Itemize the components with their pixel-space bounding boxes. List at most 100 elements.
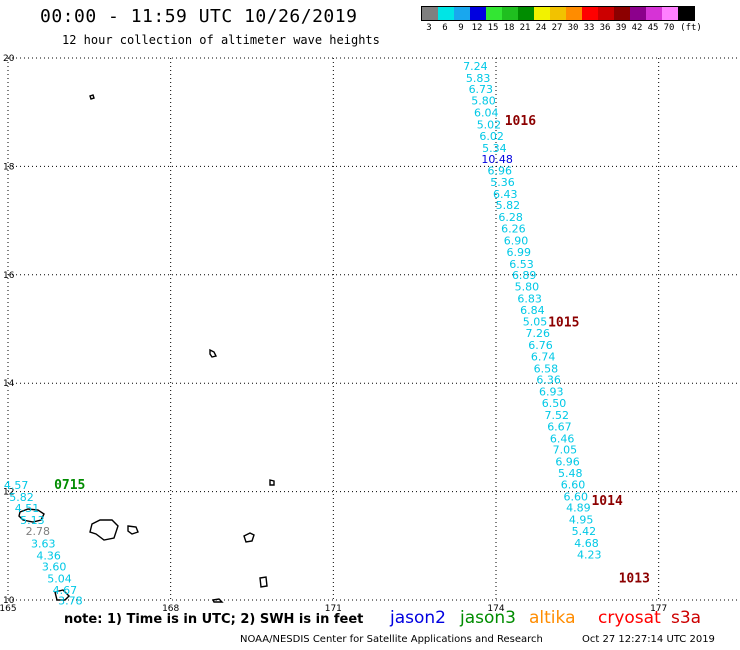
- swh-value: 4.89: [566, 502, 591, 515]
- legend-label: 33: [583, 23, 595, 33]
- legend-swatch: [582, 7, 598, 20]
- swh-value: 6.43: [493, 188, 518, 201]
- swh-value: 6.76: [528, 339, 553, 352]
- legend-label: 39: [615, 23, 627, 33]
- swh-value: 6.02: [479, 130, 504, 143]
- swh-value: 6.89: [512, 269, 537, 282]
- swh-value: 7.05: [553, 444, 578, 457]
- legend-swatch: [454, 7, 470, 20]
- lon-tick-label: 174: [487, 604, 504, 614]
- lat-tick-label: 14: [3, 379, 15, 389]
- pass-time-label: 1014: [591, 494, 622, 509]
- island-outline: [89, 519, 119, 541]
- swh-value: 5.48: [558, 467, 583, 480]
- swh-value: 7.52: [544, 409, 569, 422]
- legend-label: 45: [647, 23, 659, 33]
- legend-swatch: [470, 7, 486, 20]
- legend-swatch: [550, 7, 566, 20]
- map-subtitle: 12 hour collection of altimeter wave hei…: [62, 33, 380, 47]
- swh-value: 4.67: [53, 584, 78, 597]
- swh-value: 3.60: [42, 561, 67, 574]
- legend-swatch: [518, 7, 534, 20]
- swh-value: 4.57: [4, 479, 29, 492]
- swh-value: 10.48: [481, 153, 513, 166]
- swh-value: 4.95: [569, 514, 594, 527]
- swh-value: 4.68: [574, 537, 599, 550]
- island-outline: [211, 598, 224, 603]
- pass-time-label: 1013: [619, 572, 650, 587]
- swh-value: 6.46: [550, 432, 575, 445]
- pass-time-label: 0715: [54, 478, 85, 493]
- swh-value: 5.82: [9, 491, 34, 504]
- swh-value: 6.74: [531, 350, 556, 363]
- legend-swatch: [486, 7, 502, 20]
- legend-swatches: [421, 6, 695, 21]
- swh-value: 5.42: [572, 525, 597, 538]
- credit-line: NOAA/NESDIS Center for Satellite Applica…: [240, 634, 543, 645]
- swh-value: 5.04: [47, 573, 72, 586]
- legend-label: 9: [458, 23, 464, 33]
- swh-value: 5.36: [490, 176, 515, 189]
- swh-value: 3.63: [31, 537, 56, 550]
- swh-value: 6.58: [534, 362, 559, 375]
- legend-label: 30: [567, 23, 579, 33]
- lat-tick-label: 20: [3, 54, 15, 64]
- lat-tick-label: 16: [3, 271, 15, 281]
- lat-tick-label: 10: [3, 596, 15, 606]
- satellite-name-cryosat: cryosat: [598, 608, 661, 628]
- legend-labels: 3 6 9 12 15 18 21 24 27 30 33 36 39 42 45 70 (ft): [421, 21, 702, 33]
- swh-value: 4.51: [15, 502, 40, 515]
- legend-label: 70: [663, 23, 675, 33]
- legend-label: 15: [487, 23, 499, 33]
- swh-value: 5.80: [471, 95, 496, 108]
- swh-value: 6.60: [561, 478, 586, 491]
- swh-value: 5.34: [482, 142, 507, 155]
- legend-label: 3: [426, 23, 432, 33]
- swh-value: 6.60: [563, 490, 588, 503]
- pass-time-label: 1016: [505, 114, 536, 129]
- generated-timestamp: Oct 27 12:27:14 UTC 2019: [582, 634, 715, 645]
- legend-swatch: [502, 7, 518, 20]
- island-outline: [269, 479, 275, 486]
- swh-value: 6.50: [542, 397, 567, 410]
- legend-label: 18: [503, 23, 515, 33]
- satellite-name-jason3: jason3: [460, 608, 516, 628]
- swh-value: 5.83: [466, 72, 491, 85]
- island-outline: [127, 525, 139, 535]
- swh-value: 6.73: [469, 83, 494, 96]
- legend-label: 36: [599, 23, 611, 33]
- lon-tick-label: 168: [162, 604, 179, 614]
- legend-swatch: [630, 7, 646, 20]
- legend-swatch: [598, 7, 614, 20]
- swh-value: 6.83: [517, 292, 542, 305]
- island-outline: [259, 576, 268, 588]
- legend-label: 12: [471, 23, 483, 33]
- island-outline: [54, 589, 70, 601]
- island-outline: [243, 532, 255, 543]
- swh-value: 6.90: [504, 234, 529, 247]
- legend-unit: (ft): [680, 23, 702, 33]
- color-legend: 3 6 9 12 15 18 21 24 27 30 33 36 39 42 45 70 (ft): [421, 6, 702, 33]
- legend-swatch: [614, 7, 630, 20]
- legend-label: 24: [535, 23, 547, 33]
- legend-swatch: [678, 7, 694, 20]
- swh-value: 5.13: [20, 514, 45, 527]
- legend-swatch: [534, 7, 550, 20]
- swh-value: 6.96: [555, 456, 580, 469]
- swh-value: 6.28: [498, 211, 523, 224]
- swh-value: 7.24: [463, 60, 488, 73]
- lat-tick-label: 12: [3, 488, 14, 498]
- swh-value: 4.36: [36, 549, 61, 562]
- swh-value: 6.93: [539, 386, 564, 399]
- legend-swatch: [438, 7, 454, 20]
- satellite-name-s3a: s3a: [671, 608, 702, 628]
- swh-value: 5.05: [523, 316, 548, 329]
- legend-label: 6: [442, 23, 448, 33]
- swh-value: 6.99: [507, 246, 532, 259]
- lon-tick-label: 171: [325, 604, 342, 614]
- swh-value: 3.78: [58, 594, 83, 607]
- swh-value: 5.02: [477, 118, 502, 131]
- swh-value: 6.96: [488, 165, 513, 178]
- swh-value: 6.53: [509, 258, 534, 271]
